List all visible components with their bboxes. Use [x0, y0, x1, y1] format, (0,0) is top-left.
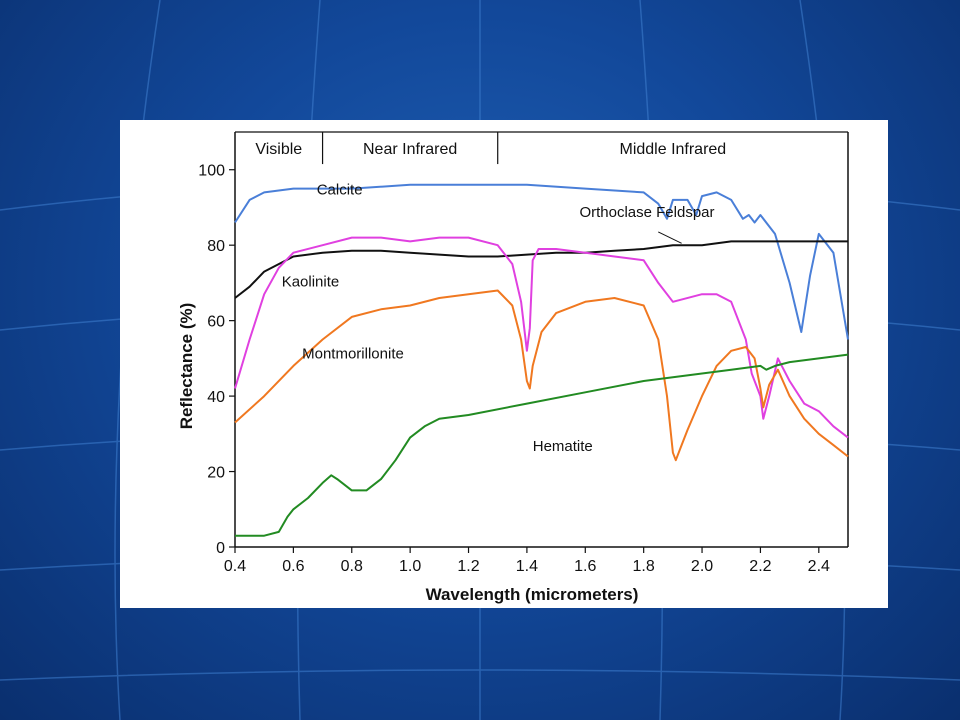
x-tick-label: 2.4 [808, 558, 830, 575]
band-label-middle-infrared: Middle Infrared [619, 141, 726, 158]
series-label-calcite: Calcite [317, 181, 363, 198]
series-label-kaolinite: Kaolinite [282, 274, 340, 291]
y-tick-label: 60 [207, 314, 225, 331]
series-label-hematite: Hematite [533, 438, 593, 455]
x-axis-title: Wavelength (micrometers) [426, 585, 639, 604]
orthoclase-leader-line [658, 231, 682, 244]
reflectance-chart: Visible Near Infrared Middle Infrared 0 20 4… [177, 131, 849, 604]
series-line-kaolinite [234, 236, 849, 439]
band-label-visible: Visible [255, 141, 302, 158]
band-label-near-infrared: Near Infrared [363, 141, 457, 158]
x-tick-label: 0.6 [282, 558, 304, 575]
x-tick-label: 1.8 [633, 558, 655, 575]
x-tick-label: 1.0 [399, 558, 421, 575]
y-tick-label: 100 [198, 163, 225, 180]
series-line-montmorillonite [234, 289, 849, 462]
series-label-orthoclase-feldspar: Orthoclase Feldspar [579, 204, 714, 221]
x-tick-label: 1.6 [574, 558, 596, 575]
y-axis-title: Reflectance (%) [177, 303, 196, 430]
chart-panel: Visible Near Infrared Middle Infrared 0 20 4… [120, 120, 888, 608]
series-line-orthoclase-feldspar [234, 240, 848, 299]
series-line-calcite [234, 183, 849, 340]
y-tick-label: 0 [216, 540, 225, 557]
x-tick-label: 2.0 [691, 558, 713, 575]
series-label-montmorillonite: Montmorillonite [302, 345, 404, 362]
series-line-hematite [235, 353, 849, 537]
x-tick-label: 0.8 [341, 558, 363, 575]
x-tick-label: 0.4 [224, 558, 246, 575]
y-tick-label: 80 [207, 238, 225, 255]
x-tick-label: 1.2 [457, 558, 479, 575]
y-tick-label: 20 [207, 465, 225, 482]
x-tick-label: 2.2 [749, 558, 771, 575]
x-tick-label: 1.4 [516, 558, 538, 575]
y-tick-label: 40 [207, 389, 225, 406]
